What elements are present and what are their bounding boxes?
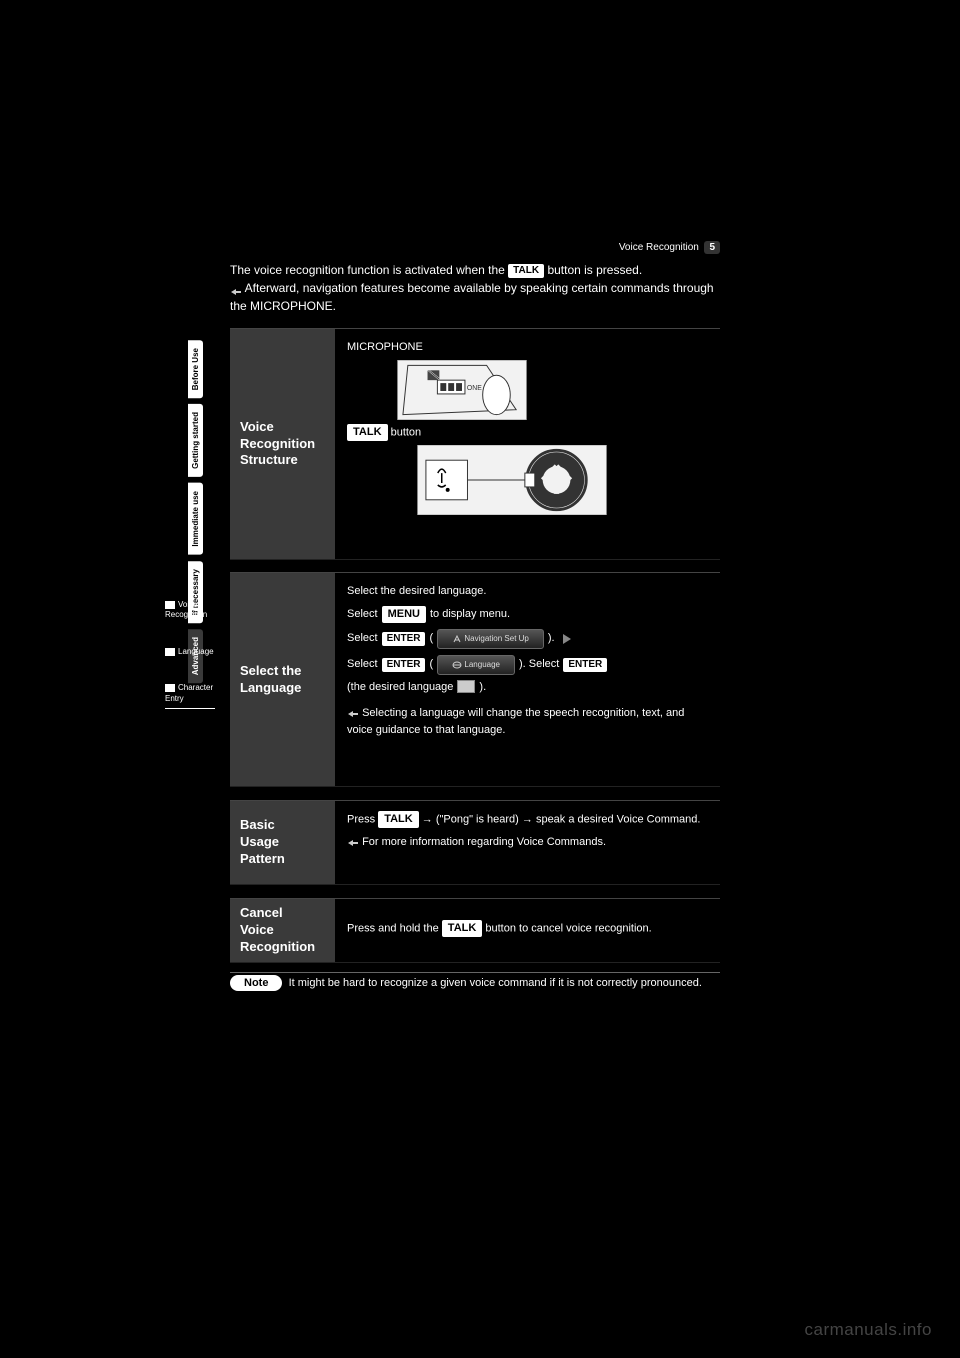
toc-item-voice[interactable]: Voice Recognition	[165, 600, 215, 625]
step-text: to display menu.	[430, 606, 510, 623]
language-step-3: Select ENTER ( Language ). Select ENTER …	[347, 655, 708, 696]
note-block: Note It might be hard to recognize a giv…	[230, 972, 720, 991]
intro-text-1b: button is pressed.	[547, 263, 642, 277]
talk-button-label: TALK	[508, 264, 544, 278]
talk-button-label: TALK	[378, 811, 419, 828]
usage-text: Press	[347, 814, 375, 826]
section-body-usage: Press TALK → ("Pong" is heard) → speak a…	[335, 801, 720, 884]
section-label-language: Select the Language	[230, 573, 335, 786]
section-body-language: Select the desired language. Select MENU…	[335, 573, 720, 786]
language-intro: Select the desired language.	[347, 583, 708, 600]
section-label-usage: Basic Usage Pattern	[230, 801, 335, 884]
toc-item-language[interactable]: Language	[165, 647, 215, 661]
talk-button-label: TALK	[442, 920, 483, 937]
footer-brand: carmanuals.info	[804, 1320, 932, 1340]
section-label-structure: Voice Recognition Structure	[230, 329, 335, 559]
intro-text-2: Afterward, navigation features become av…	[230, 281, 714, 313]
section-cancel: Cancel Voice Recognition Press and hold …	[230, 898, 720, 963]
page-heading: Voice Recognition	[619, 242, 699, 253]
cancel-text: Press and hold the	[347, 922, 439, 934]
language-step-2: Select ENTER ( Navigation Set Up ).	[347, 629, 708, 649]
step-text: (the desired language	[347, 679, 453, 696]
note-text: It might be hard to recognize a given vo…	[289, 977, 702, 989]
step-text: Select	[347, 630, 378, 647]
section-body-structure: MICROPHONE ONE TALK button	[335, 329, 720, 559]
toc-marker-icon	[165, 601, 175, 609]
section-body-cancel: Press and hold the TALK button to cancel…	[335, 899, 720, 962]
step-text: (	[429, 656, 433, 673]
step-text: Select	[347, 606, 378, 623]
arrow-right-icon	[563, 634, 571, 644]
enter-button-label: ENTER	[382, 632, 426, 646]
page-number-badge: 5	[704, 241, 720, 254]
step-text: ). Select	[519, 656, 559, 673]
step-text: (	[429, 630, 433, 647]
step-text: ).	[479, 679, 486, 696]
usage-text: → ("Pong" is heard) → speak a desired Vo…	[422, 814, 701, 826]
tab-before-use[interactable]: Before Use	[188, 340, 203, 398]
language-note: Selecting a language will change the spe…	[347, 707, 684, 736]
section-language: Select the Language Select the desired l…	[230, 572, 720, 787]
toc-marker-icon	[165, 648, 175, 656]
mic-heading: MICROPHONE	[347, 339, 708, 356]
hand-icon	[347, 837, 359, 847]
talk-button-caption: button	[391, 426, 422, 438]
step-text: ).	[548, 630, 555, 647]
menu-pill-language: Language	[437, 655, 515, 675]
tab-getting-started[interactable]: Getting started	[188, 404, 203, 477]
steering-wheel-image	[417, 445, 607, 515]
enter-button-label: ENTER	[563, 658, 607, 672]
menu-button-label: MENU	[382, 606, 426, 623]
usage-footnote: For more information regarding Voice Com…	[362, 836, 606, 848]
section-structure: Voice Recognition Structure MICROPHONE O…	[230, 328, 720, 560]
flag-icon	[457, 680, 475, 693]
hand-icon	[347, 708, 359, 718]
step-text: Select	[347, 656, 378, 673]
section-label-cancel: Cancel Voice Recognition	[230, 899, 335, 962]
overhead-console-image: ONE	[397, 360, 527, 420]
cancel-text: button to cancel voice recognition.	[485, 922, 651, 934]
talk-button-label: TALK	[347, 424, 388, 441]
toc-item-label: Language	[178, 647, 214, 656]
intro-block: Voice Recognition 5 The voice recognitio…	[230, 240, 720, 315]
menu-pill-nav-setup: Navigation Set Up	[437, 629, 544, 649]
enter-button-label: ENTER	[382, 658, 426, 672]
note-pill: Note	[230, 975, 282, 991]
tab-immediate-use[interactable]: Immediate use	[188, 483, 203, 555]
svg-text:ONE: ONE	[467, 385, 482, 392]
intro-text-1: The voice recognition function is activa…	[230, 263, 505, 277]
toc-marker-icon	[165, 684, 175, 692]
section-usage: Basic Usage Pattern Press TALK → ("Pong"…	[230, 800, 720, 885]
language-step-1: Select MENU to display menu.	[347, 606, 708, 623]
hand-icon	[230, 284, 242, 294]
toc-item-char-entry[interactable]: Character Entry	[165, 683, 215, 709]
left-toc: Voice Recognition Language Character Ent…	[165, 600, 215, 731]
